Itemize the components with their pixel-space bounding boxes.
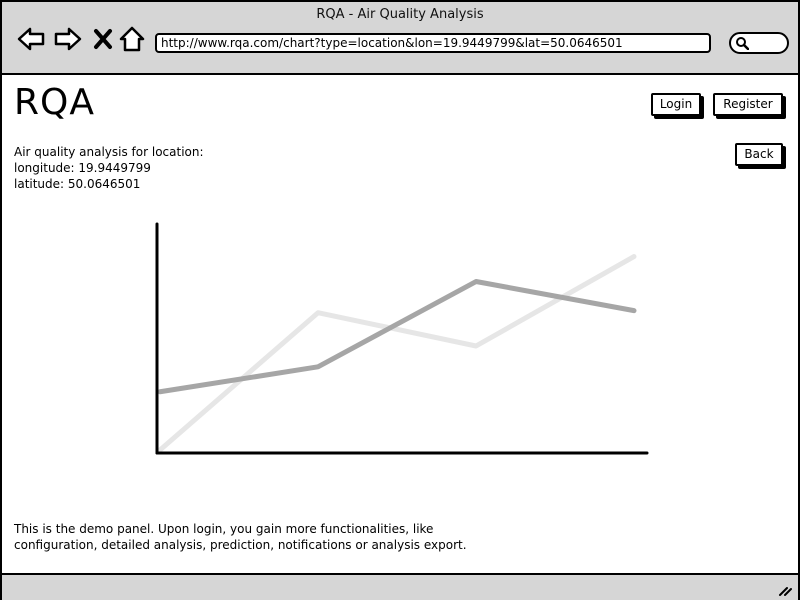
forward-arrow-icon[interactable] — [53, 24, 83, 54]
resize-grip-icon[interactable] — [778, 582, 792, 596]
location-longitude: longitude: 19.9449799 — [14, 161, 151, 175]
chart-series-layer — [157, 254, 637, 453]
chart-series-line-1 — [157, 279, 637, 395]
login-button[interactable]: Login — [651, 93, 701, 116]
site-logo[interactable]: RQA — [14, 82, 95, 123]
demo-panel-note: This is the demo panel. Upon login, you … — [14, 521, 574, 553]
back-button[interactable]: Back — [735, 143, 783, 166]
chart-series-line-2 — [157, 254, 637, 453]
browser-chrome: RQA - Air Quality Analysis http://www.rq… — [2, 2, 798, 75]
search-field[interactable] — [729, 32, 789, 54]
home-icon[interactable] — [117, 24, 147, 54]
window-title: RQA - Air Quality Analysis — [316, 7, 484, 22]
address-bar[interactable]: http://www.rqa.com/chart?type=location&l… — [155, 33, 711, 53]
demo-note-line-2: configuration, detailed analysis, predic… — [14, 538, 467, 552]
search-icon — [736, 37, 749, 50]
register-button[interactable]: Register — [713, 93, 783, 116]
status-bar — [2, 573, 798, 600]
location-info: Air quality analysis for location: longi… — [14, 144, 204, 192]
location-latitude: latitude: 50.0646501 — [14, 177, 141, 191]
demo-note-line-1: This is the demo panel. Upon login, you … — [14, 522, 434, 536]
location-intro: Air quality analysis for location: — [14, 145, 204, 159]
air-quality-chart — [155, 222, 649, 455]
close-icon[interactable] — [90, 24, 120, 54]
back-arrow-icon[interactable] — [16, 24, 46, 54]
